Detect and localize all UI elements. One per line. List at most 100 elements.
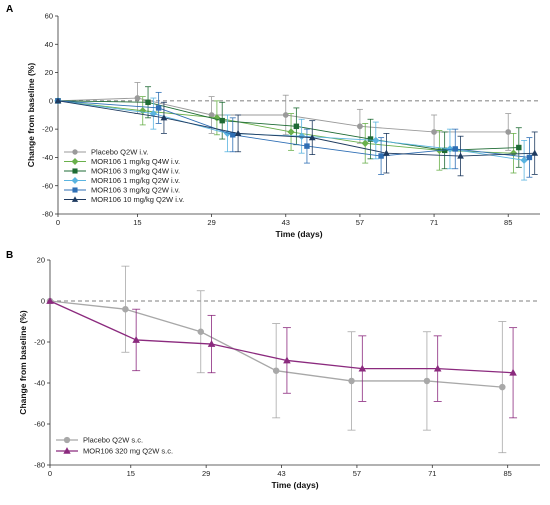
x-axis-title: Time (days): [275, 229, 322, 239]
data-point: [431, 129, 437, 135]
legend-label: Placebo Q2W s.c.: [83, 436, 143, 445]
data-point: [297, 132, 306, 140]
data-point: [372, 136, 380, 145]
legend-label: MOR106 3 mg/kg Q4W i.v.: [91, 167, 180, 176]
legend-label: MOR106 1 mg/kg Q4W i.v.: [91, 157, 180, 166]
y-tick-label: -80: [42, 210, 53, 219]
data-point: [149, 109, 158, 118]
x-tick-label: 0: [48, 469, 52, 478]
data-point: [531, 149, 539, 156]
x-tick-label: 85: [504, 469, 512, 478]
x-tick-label: 29: [202, 469, 210, 478]
x-tick-label: 43: [282, 218, 290, 227]
data-point: [160, 114, 168, 121]
data-point: [357, 123, 363, 130]
data-point: [197, 328, 205, 335]
data-point: [54, 97, 62, 104]
data-point: [219, 117, 225, 124]
data-point: [361, 139, 369, 147]
y-tick-label: -40: [42, 153, 53, 162]
data-point: [505, 129, 512, 135]
y-tick-label: -20: [34, 338, 45, 347]
y-tick-label: 60: [45, 12, 53, 21]
x-tick-label: 71: [430, 218, 438, 227]
data-point: [234, 129, 242, 136]
y-tick-label: -20: [42, 125, 53, 134]
legend: Placebo Q2W s.c. MOR106 320 mg Q2W s.c.: [56, 436, 173, 456]
legend-marker: [72, 149, 78, 155]
legend-marker: [71, 158, 79, 165]
data-point: [509, 368, 517, 376]
data-point: [367, 136, 374, 142]
legend-marker: [72, 187, 78, 193]
legend-marker: [71, 196, 79, 202]
y-axis-title: Change from baseline (%): [26, 63, 36, 168]
x-tick-label: 15: [133, 218, 141, 227]
x-tick-label: 85: [504, 218, 512, 227]
y-axis-title: Change from baseline (%): [18, 310, 28, 415]
data-point: [516, 144, 522, 151]
series-1: [55, 82, 512, 151]
legend-label: MOR106 10 mg/kg Q2W i.v.: [91, 195, 184, 204]
data-point: [134, 95, 141, 101]
panel-letter: B: [6, 250, 13, 261]
data-point: [520, 156, 528, 164]
legend-marker: [63, 436, 71, 444]
y-tick-label: 0: [49, 96, 53, 105]
data-point: [230, 132, 236, 138]
data-point: [207, 340, 216, 347]
data-point: [457, 152, 464, 159]
legend-marker: [63, 447, 71, 454]
legend-marker: [72, 168, 78, 174]
legend-label: MOR106 320 mg Q2W s.c.: [83, 447, 173, 456]
data-point: [208, 112, 215, 118]
x-tick-label: 57: [353, 469, 361, 478]
series-2: [46, 297, 518, 419]
legend-label: MOR106 1 mg/kg Q2W i.v.: [91, 176, 180, 185]
legend-label: MOR106 3 mg/kg Q2W i.v.: [91, 186, 180, 195]
data-point: [287, 128, 295, 136]
data-point: [348, 377, 355, 385]
data-point: [293, 123, 300, 130]
x-axis-title: Time (days): [271, 480, 318, 490]
data-point: [145, 99, 151, 105]
x-tick-label: 29: [207, 218, 215, 227]
y-tick-label: -60: [42, 181, 53, 190]
data-point: [452, 146, 458, 152]
x-tick-label: 15: [127, 469, 135, 478]
chart-panel-a: A -80 -60 -40 -20 0 20 40 60 0 15 29 43 57 71 85 Time (d…: [6, 4, 540, 239]
series-line: [49, 300, 514, 374]
y-tick-label: 20: [37, 256, 45, 265]
data-point: [378, 153, 384, 159]
y-tick-label: 20: [45, 68, 53, 77]
legend-label: Placebo Q2W i.v.: [91, 148, 148, 157]
data-point: [423, 377, 431, 385]
y-tick-label: -40: [34, 379, 45, 388]
data-point: [304, 143, 310, 149]
data-point: [358, 364, 367, 372]
data-point: [155, 105, 162, 111]
series-4: [54, 97, 528, 181]
data-point: [446, 145, 454, 153]
data-point: [499, 383, 506, 391]
data-point: [383, 149, 390, 156]
panel-letter: A: [6, 4, 13, 15]
data-point: [272, 367, 280, 374]
legend-marker: [71, 177, 79, 184]
x-tick-label: 43: [277, 469, 285, 478]
data-point: [122, 305, 129, 313]
legend: Placebo Q2W i.v.MOR106 1 mg/kg Q4W i.v.M…: [64, 148, 184, 204]
data-point: [132, 335, 140, 343]
y-tick-label: -80: [34, 461, 45, 470]
y-tick-label: 0: [41, 297, 45, 306]
data-point: [283, 356, 291, 364]
data-point: [308, 134, 316, 141]
x-tick-label: 71: [428, 469, 436, 478]
data-point: [526, 154, 533, 161]
data-point: [282, 112, 289, 118]
x-tick-label: 0: [56, 218, 60, 227]
y-tick-label: -60: [34, 420, 45, 429]
data-point: [46, 297, 54, 304]
